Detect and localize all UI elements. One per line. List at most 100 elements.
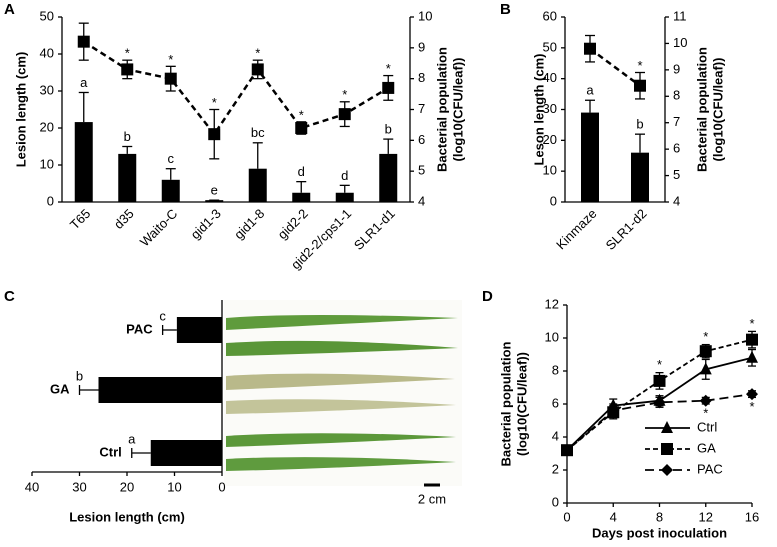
y-tick-label: 6: [552, 395, 559, 410]
marker: [746, 350, 758, 363]
x-tick-label: T65: [67, 206, 93, 232]
marker: [561, 444, 573, 457]
y2-axis-label: Bacterial population: [694, 47, 709, 172]
y-tick-label: 0: [47, 193, 54, 208]
significance: *: [749, 316, 754, 331]
y-tick-label: 0: [550, 193, 557, 208]
y-tick-label: 40: [40, 45, 54, 60]
significance-letter: e: [211, 183, 218, 198]
significance-letter: b: [76, 368, 83, 383]
y2-tick-label: 11: [673, 8, 687, 23]
y-tick-label: Ctrl: [99, 444, 121, 459]
x-tick-label: gid1-3: [188, 206, 224, 242]
y-axis-label: Bacterial population: [498, 341, 513, 466]
y2-tick-label: 4: [418, 193, 425, 208]
y2-tick-label: 10: [673, 35, 687, 50]
y2-tick-label: 8: [673, 88, 680, 103]
y2-tick-label: 10: [418, 8, 432, 23]
x-tick-label: 12: [699, 509, 713, 524]
marker: [699, 345, 712, 358]
line: [83, 40, 389, 137]
x-tick-label: 0: [218, 479, 225, 494]
leaf: [226, 373, 455, 390]
marker: [164, 72, 177, 85]
significance: *: [212, 95, 217, 110]
y2-tick-label: 5: [418, 163, 425, 178]
bar: [248, 168, 267, 202]
x-tick-label: SLR1-d2: [603, 206, 650, 253]
x-tick-label: gid2-2: [275, 206, 311, 242]
x-axis-label: Lesion length (cm): [69, 509, 185, 524]
bar: [335, 192, 354, 202]
y-tick-label: 40: [543, 70, 557, 85]
significance-letter: bc: [251, 125, 265, 140]
significance: *: [703, 329, 708, 344]
y-tick-label: 8: [552, 362, 559, 377]
leaf: [226, 399, 456, 414]
legend-label: PAC: [697, 461, 723, 476]
x-tick-label: 10: [167, 479, 181, 494]
significance-letter: a: [80, 75, 88, 90]
significance-letter: b: [385, 122, 392, 137]
bar: [150, 440, 222, 466]
y2-tick-label: 9: [418, 39, 425, 54]
marker: [584, 42, 596, 55]
bar: [379, 153, 398, 202]
marker: [699, 362, 712, 375]
y-tick-label: 50: [40, 8, 54, 23]
marker: [699, 394, 712, 407]
marker: [338, 108, 351, 121]
y-tick-label: 0: [552, 494, 559, 509]
y-tick-label: PAC: [126, 321, 153, 336]
legend-label: GA: [697, 440, 716, 455]
x-tick-label: 40: [25, 479, 39, 494]
y-tick-label: 50: [543, 39, 557, 54]
x-tick-label: 20: [120, 479, 134, 494]
y-tick-label: 20: [40, 119, 54, 134]
y-tick-label: 12: [545, 296, 559, 311]
significance: *: [386, 61, 391, 76]
x-tick-label: gid1-8: [231, 206, 267, 242]
significance: *: [657, 357, 662, 372]
marker: [251, 63, 264, 76]
bar: [205, 200, 224, 202]
x-tick-label: SLR1-d1: [351, 206, 398, 253]
y-tick-label: 30: [543, 101, 557, 116]
bar: [118, 153, 137, 202]
significance: *: [749, 399, 754, 414]
y2-axis-label: Bacterial population: [434, 47, 449, 172]
x-tick-label: 30: [72, 479, 86, 494]
y2-tick-label: 6: [418, 132, 425, 147]
marker: [208, 128, 221, 141]
leaf: [226, 315, 458, 330]
x-tick-label: 0: [563, 509, 570, 524]
y-tick-label: 10: [545, 329, 559, 344]
significance-letter: c: [159, 308, 166, 323]
significance-letter: a: [586, 83, 594, 98]
y2-tick-label: 7: [418, 101, 425, 116]
significance-letter: b: [124, 129, 131, 144]
x-tick-label: Waito-C: [137, 206, 180, 249]
x-tick-label: 8: [656, 509, 663, 524]
y-tick-label: 10: [40, 156, 54, 171]
significance-letter: b: [636, 117, 643, 132]
x-tick-label: 4: [610, 509, 617, 524]
significance: *: [637, 58, 642, 73]
leaf: [226, 433, 456, 447]
x-tick-label: d35: [111, 206, 137, 232]
y-axis-label: Leson length (cm): [531, 54, 546, 166]
significance-letter: c: [168, 151, 175, 166]
marker: [634, 79, 646, 92]
x-tick-label: 16: [745, 509, 759, 524]
marker: [77, 35, 90, 48]
significance: *: [703, 405, 708, 420]
leaf-photo: [224, 300, 462, 487]
y-tick-label: 60: [543, 8, 557, 23]
x-tick-label: Kinmaze: [553, 206, 599, 252]
scale-bar-label: 2 cm: [418, 491, 446, 506]
y2-tick-label: 6: [673, 141, 680, 156]
y-axis-label: (log10(CFU/leaf)): [514, 352, 529, 456]
panel-label: A: [4, 1, 15, 18]
marker: [295, 122, 308, 134]
